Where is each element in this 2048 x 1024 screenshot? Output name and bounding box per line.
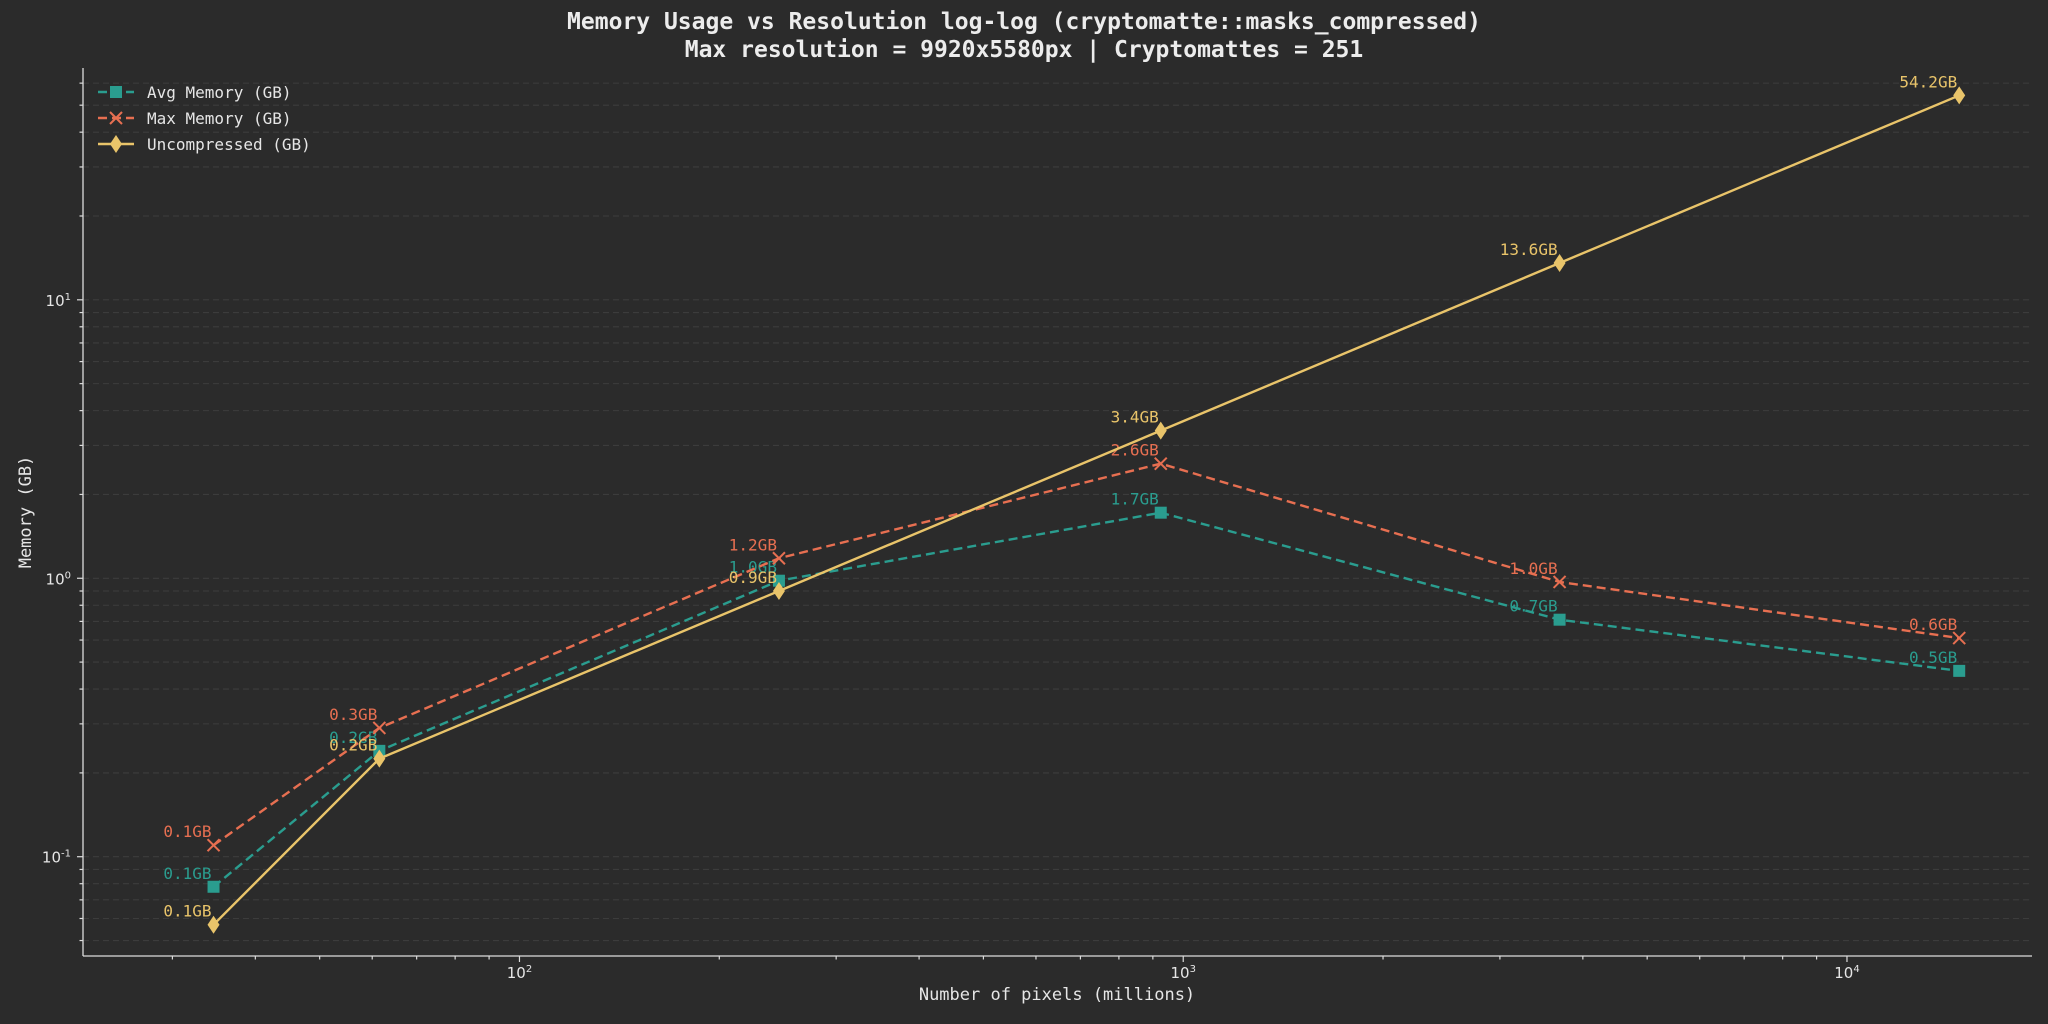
data-label: 0.1GB [163,822,211,841]
data-label: 13.6GB [1500,240,1558,259]
x-axis-label: Number of pixels (millions) [919,985,1195,1005]
point-marker [1553,613,1566,626]
series: 0.1GB 0.2GB 1.0GB 1.7GB 0.7GB 0.5GB 0.1GB 0.3GB… [163,72,1966,934]
chart-subtitle: Max resolution = 9920x5580px | Cryptomat… [684,37,1364,63]
data-label: 0.2GB [329,736,377,755]
point-marker [1952,631,1966,645]
grid [83,82,2032,942]
point-marker [772,574,785,587]
x-tick-label: 103 [1170,964,1195,982]
y-tick-label: 100 [46,570,71,588]
point-marker [1953,86,1966,105]
data-label: 1.2GB [729,535,777,554]
axis-ticks: 102 103 104 10-1 100 101 [42,82,1860,982]
marker-stroke [1154,456,1168,471]
y-axis-label: Memory (GB) [16,456,36,569]
series-line [212,94,1960,926]
chart-title: Memory Usage vs Resolution log-log (cryp… [567,9,1481,35]
point-marker [110,135,122,153]
data-label: 1.0GB [729,558,777,577]
series-line [212,462,1960,847]
marker-stroke [206,838,221,852]
data-label: 0.3GB [329,705,377,724]
marker-stroke [772,551,786,565]
legend-item: Max Memory (GB) [98,109,292,128]
point-marker [373,749,386,768]
point-marker [207,915,220,934]
legend-item: Avg Memory (GB) [98,83,292,102]
y-tick-label: 10-1 [42,849,71,867]
point-marker [372,721,387,735]
series-2: 0.1GB 0.3GB 1.2GB 2.6GB 1.0GB 0.6GB [163,441,1966,852]
x-tick-label: 102 [507,964,532,982]
marker-stroke [1552,575,1567,589]
marker-stroke [1952,631,1966,645]
legend: Avg Memory (GB) Max Memory (GB) Uncompress… [98,83,311,154]
data-label: 0.1GB [163,864,211,883]
data-label: 1.7GB [1111,490,1159,509]
data-label: 54.2GB [1899,72,1957,91]
data-label: 0.5GB [1909,648,1957,667]
point-marker [206,838,221,852]
point-marker [110,86,122,98]
data-label: 0.2GB [329,728,377,747]
series-3: 0.1GB 0.2GB 0.9GB 3.4GB 13.6GB 54.2GB [163,72,1966,934]
data-label: 0.9GB [729,568,777,587]
data-label: 1.0GB [1509,559,1557,578]
point-marker [1953,664,1966,677]
data-label: 2.6GB [1111,441,1159,460]
point-marker [1553,253,1566,272]
series-1: 0.1GB 0.2GB 1.0GB 1.7GB 0.7GB 0.5GB [163,490,1966,893]
series-line [212,511,1960,888]
point-marker [1154,421,1167,440]
point-marker [1552,575,1567,589]
point-marker [1154,456,1168,471]
y-tick-label: 101 [46,292,71,310]
legend-label: Max Memory (GB) [147,109,292,128]
data-label: 0.7GB [1509,597,1557,616]
legend-label: Avg Memory (GB) [147,83,292,102]
point-marker [1154,506,1167,519]
point-marker [109,111,123,125]
point-marker [207,880,220,893]
point-marker [772,551,786,565]
data-label: 0.1GB [163,902,211,921]
x-tick-label: 104 [1834,964,1859,982]
legend-label: Uncompressed (GB) [147,135,311,154]
data-label: 3.4GB [1111,408,1159,427]
marker-stroke [372,721,387,735]
data-label: 0.6GB [1909,615,1957,634]
legend-item: Uncompressed (GB) [98,135,311,154]
marker-stroke [109,111,123,125]
point-marker [772,582,785,601]
